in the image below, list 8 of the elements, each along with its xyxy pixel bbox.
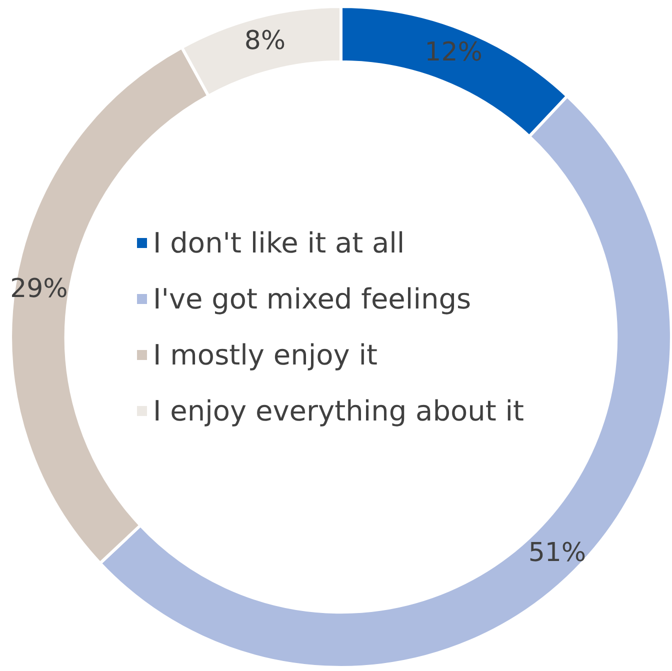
data-label: 29%	[10, 274, 68, 304]
legend-label: I mostly enjoy it	[153, 338, 378, 372]
legend-label: I've got mixed feelings	[153, 282, 472, 316]
legend-label: I enjoy everything about it	[153, 394, 524, 428]
data-label: 51%	[528, 538, 586, 568]
data-label: 12%	[424, 38, 482, 68]
data-label: 8%	[244, 26, 286, 56]
legend-label: I don't like it at all	[153, 226, 405, 260]
